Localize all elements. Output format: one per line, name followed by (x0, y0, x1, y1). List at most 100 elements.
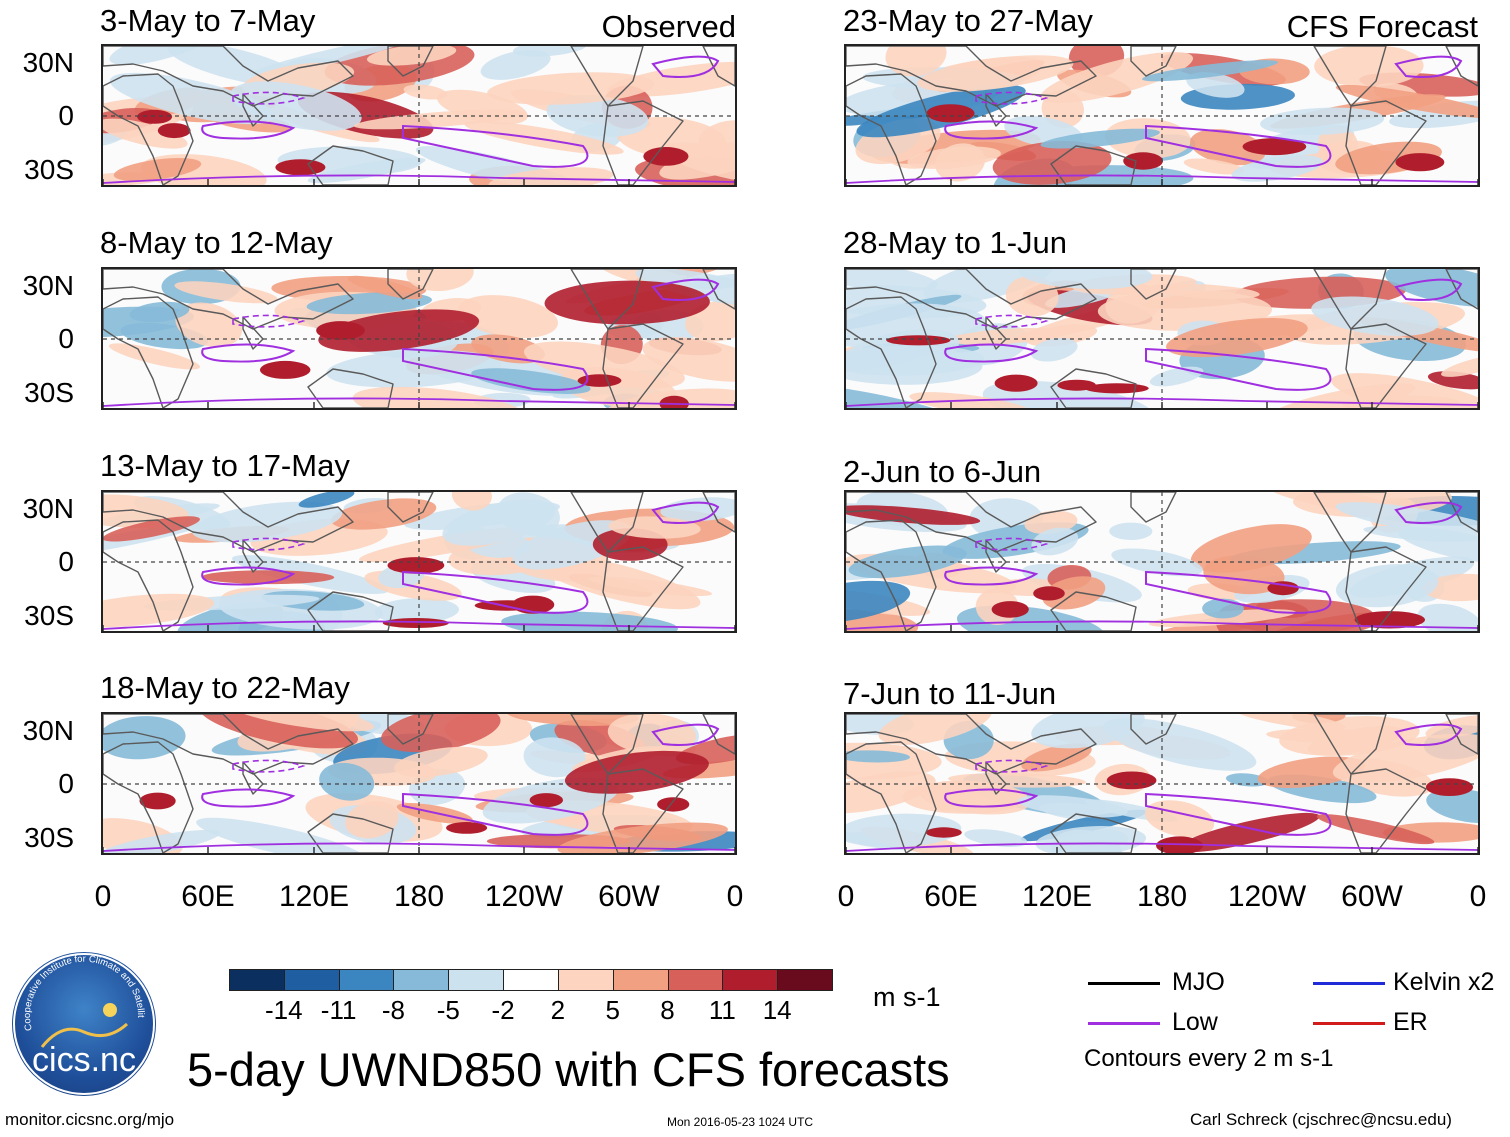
westerly-anomaly-patch (487, 72, 654, 105)
easterly-anomaly-patch (1031, 714, 1145, 749)
colorbar-tick-label: -14 (265, 995, 303, 1025)
footer-url[interactable]: monitor.cicsnc.org/mjo (5, 1110, 175, 1129)
westerly-anomaly-patch (544, 280, 710, 325)
coastline (307, 591, 394, 631)
colorbar-swatch (612, 969, 669, 991)
westerly-anomaly-patch (201, 570, 335, 585)
coastline (103, 741, 194, 853)
easterly-anomaly-patch (1426, 788, 1478, 824)
colorbar-swatch (667, 969, 724, 991)
westerly-anomaly-patch (347, 275, 423, 300)
coastline (387, 269, 434, 300)
strong-westerly-patch (446, 822, 488, 834)
coastline (1050, 591, 1137, 631)
coastline (1130, 269, 1177, 300)
westerly-anomaly-patch (1441, 354, 1478, 377)
lon-label-120w: 120W (1227, 880, 1307, 913)
legend-er-line (1313, 1022, 1385, 1025)
legend-kelvin-label: Kelvin x2 (1393, 968, 1495, 996)
easterly-anomaly-patch (103, 830, 221, 853)
map-panel-3 (101, 490, 737, 633)
figure-title: 5-day UWND850 with CFS forecasts (187, 1043, 950, 1096)
lat-label-30s: 30S (24, 600, 74, 631)
coastline (103, 714, 354, 775)
easterly-anomaly-patch (1111, 548, 1203, 577)
easterly-anomaly-patch (546, 94, 649, 137)
strong-westerly-patch (529, 793, 563, 808)
westerly-anomaly-patch (1190, 524, 1312, 573)
panel-title-6: 28-May to 1-Jun (843, 225, 1067, 260)
lat-label-30n: 30N (22, 47, 74, 78)
easterly-anomaly-patch (103, 716, 186, 760)
strong-westerly-patch (657, 797, 690, 812)
strong-westerly-patch (1033, 586, 1065, 601)
coastline (602, 100, 684, 185)
easterly-anomaly-patch (846, 580, 911, 623)
easterly-anomaly-patch (1231, 155, 1323, 182)
westerly-anomaly-patch (1422, 573, 1478, 602)
colorbar-tick-label: -2 (491, 995, 515, 1025)
strong-westerly-patch (994, 374, 1038, 392)
coastline (1050, 145, 1137, 185)
easterly-anomaly-patch (512, 46, 588, 57)
westerly-anomaly-patch (1425, 714, 1478, 739)
easterly-anomaly-patch (1335, 564, 1439, 608)
coastline (307, 813, 394, 853)
map-field (846, 46, 1478, 185)
easterly-anomaly-patch (1335, 502, 1478, 540)
westerly-anomaly-patch (103, 593, 215, 628)
strong-westerly-patch (316, 321, 365, 340)
map-panel-7 (844, 490, 1480, 633)
coastline (103, 492, 354, 553)
coastline (702, 492, 735, 533)
easterly-anomaly-patch (471, 368, 591, 394)
lat-label-30n: 30N (22, 715, 74, 746)
low-contour-negative (975, 314, 1049, 328)
cfs-forecast-label: CFS Forecast (1286, 9, 1478, 44)
coastline (602, 546, 684, 631)
westerly-anomaly-patch (1166, 318, 1308, 358)
low-contour (651, 501, 720, 524)
westerly-anomaly-patch (1316, 814, 1435, 845)
easterly-anomaly-patch (846, 269, 938, 291)
easterly-anomaly-patch (846, 345, 983, 385)
easterly-anomaly-patch (109, 72, 276, 125)
coastline (103, 519, 194, 631)
westerly-anomaly-patch (1176, 812, 1320, 853)
footer-credit: Carl Schreck (cjschrec@ncsu.edu) (1190, 1110, 1452, 1129)
strong-westerly-patch (137, 109, 173, 124)
lon-label-0: 0 (94, 880, 112, 913)
map-field (103, 46, 735, 185)
low-contour-negative (975, 91, 1049, 105)
westerly-anomaly-patch (608, 516, 701, 539)
colorbar-swatch (777, 969, 833, 991)
colorbar-swatch (557, 969, 614, 991)
strong-westerly-patch (1425, 778, 1474, 796)
easterly-anomaly-patch (1019, 269, 1153, 289)
easterly-anomaly-patch (1186, 72, 1245, 98)
easterly-anomaly-patch (109, 46, 215, 65)
coastline (702, 46, 735, 87)
low-contour-negative (232, 537, 306, 551)
westerly-anomaly-patch (1257, 756, 1365, 788)
colorbar-tick-label: -5 (436, 995, 460, 1025)
lat-label-30s: 30S (24, 154, 74, 185)
low-contour (944, 788, 1039, 808)
low-contour (944, 120, 1039, 140)
low-contour (1394, 278, 1463, 301)
strong-westerly-patch (275, 159, 326, 176)
strong-westerly-patch (1354, 611, 1425, 629)
westerly-anomaly-patch (108, 343, 201, 370)
easterly-anomaly-patch (1363, 525, 1478, 542)
low-contour (846, 620, 1478, 630)
observed-label: Observed (601, 9, 736, 44)
westerly-anomaly-patch (941, 328, 1059, 346)
coastline (1345, 100, 1427, 185)
westerly-anomaly-patch (1270, 383, 1416, 408)
legend-low-line (1088, 1022, 1160, 1025)
coastline (846, 741, 937, 853)
colorbar-swatch (448, 969, 505, 991)
colorbar-tick-label: -8 (381, 995, 406, 1025)
strong-westerly-patch (886, 335, 951, 346)
easterly-anomaly-patch (1417, 603, 1478, 631)
